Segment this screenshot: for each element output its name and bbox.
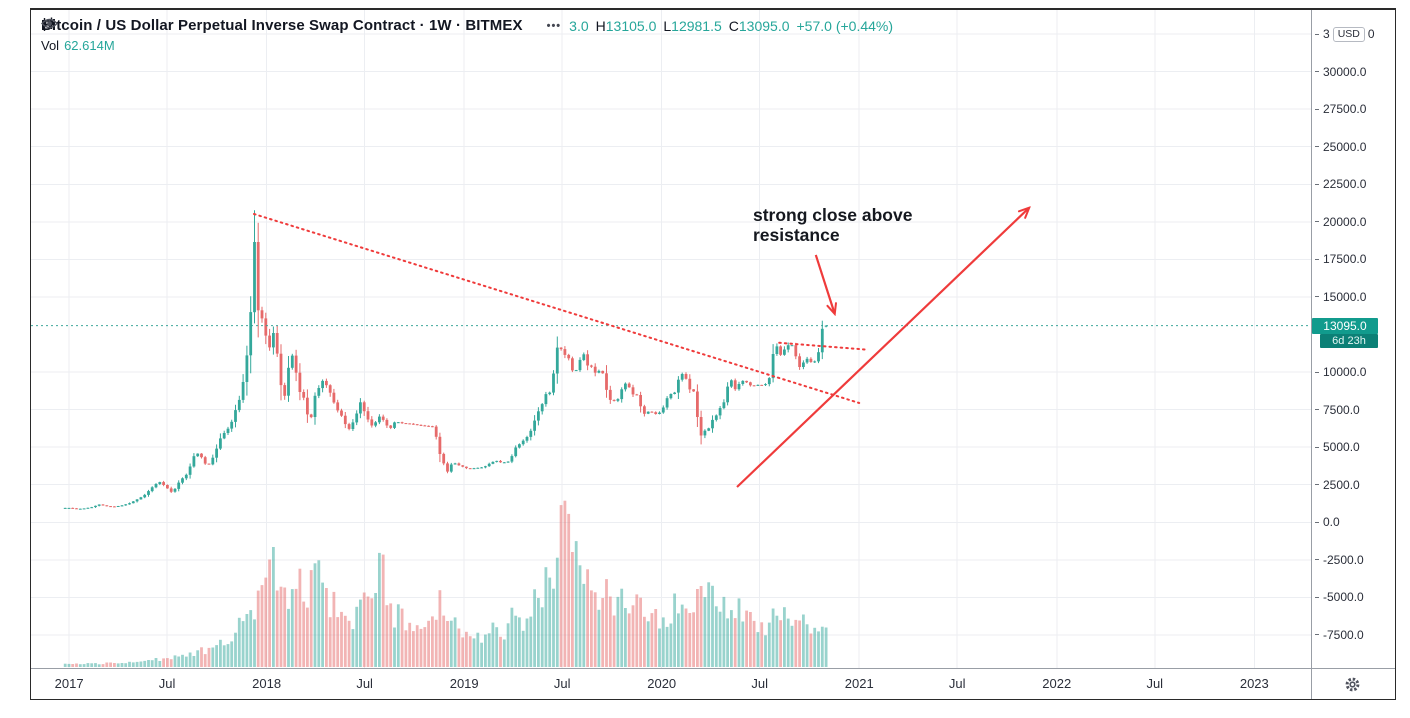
- time-tick-label: Jul: [1146, 676, 1164, 691]
- usd-currency-badge[interactable]: USD: [1332, 26, 1365, 42]
- price-tick-label: 5000.0: [1315, 440, 1360, 454]
- more-options-icon[interactable]: •••: [546, 19, 562, 32]
- price-tick-label: 10000.0: [1315, 365, 1366, 379]
- axis-corner-separator: [1311, 669, 1312, 699]
- price-tick-label: 27500.0: [1315, 102, 1366, 116]
- descending-resistance-trendline[interactable]: [253, 213, 861, 404]
- annotation-line-2: resistance: [752, 224, 840, 245]
- top-tick-suffix: 0: [1367, 27, 1375, 42]
- candles: [63, 210, 828, 510]
- high-value: 13105.0: [605, 17, 657, 34]
- trendline-drawings[interactable]: [253, 208, 1029, 488]
- volume-readout: Vol 62.614M: [41, 38, 893, 53]
- volume-key: Vol: [41, 38, 60, 53]
- time-axis[interactable]: 2017 Jul 2018 Jul 2019 Jul 2020 Jul 2021 Jul 2022 J…: [31, 668, 1395, 699]
- annotation-line-1: strong close above: [752, 204, 913, 225]
- top-tick-prefix: 3: [1323, 27, 1330, 42]
- time-tick-label: 2020: [647, 676, 677, 691]
- gridlines: [31, 10, 1311, 668]
- time-tick-label: Jul: [751, 676, 768, 691]
- time-tick-label: Jul: [948, 676, 966, 691]
- time-tick-label: 2017: [54, 676, 84, 691]
- price-chart-pane[interactable]: strong close above resistance Bitcoin / …: [31, 10, 1311, 668]
- change-value: +57.0 (+0.44%): [796, 17, 894, 34]
- time-tick-label: 2019: [449, 676, 479, 691]
- time-tick-label: Jul: [553, 676, 571, 691]
- price-tick-label: -7500.0: [1315, 628, 1364, 642]
- price-tick-top: 3 USD 0: [1315, 26, 1375, 42]
- last-price-label: 13095.0: [1312, 317, 1378, 334]
- price-tick-label: 0.0: [1315, 515, 1340, 529]
- time-tick-label: 2021: [844, 676, 874, 691]
- close-value: 13095.0: [738, 17, 790, 34]
- open-value: 3.0: [569, 17, 589, 34]
- bar-countdown-label: 6d 23h: [1320, 334, 1378, 349]
- time-tick-label: 2018: [252, 676, 282, 691]
- price-tick-label: 30000.0: [1315, 65, 1366, 79]
- settings-gear-icon[interactable]: [1343, 675, 1361, 693]
- price-tick-label: 25000.0: [1315, 140, 1366, 154]
- candlestick-chart[interactable]: [31, 10, 1311, 668]
- time-tick-label: 2023: [1239, 676, 1269, 691]
- low-value: 12981.5: [671, 17, 722, 34]
- price-tick-label: -5000.0: [1315, 590, 1364, 604]
- bullish-trend-arrow[interactable]: [736, 208, 1029, 488]
- time-tick-label: 2022: [1042, 676, 1072, 691]
- annotation-text[interactable]: strong close above resistance: [753, 205, 913, 245]
- chart-widget: strong close above resistance Bitcoin / …: [30, 8, 1396, 700]
- high-key: H: [595, 17, 606, 34]
- price-tick-label: 20000.0: [1315, 215, 1366, 229]
- price-tick-label: 17500.0: [1315, 252, 1366, 266]
- symbol-title[interactable]: Bitcoin / US Dollar Perpetual Inverse Sw…: [41, 17, 523, 34]
- price-tick-label: 7500.0: [1315, 403, 1360, 417]
- callout-arrow[interactable]: [814, 254, 835, 314]
- price-tick-label: -2500.0: [1315, 553, 1364, 567]
- price-tick-label: 15000.0: [1315, 290, 1366, 304]
- low-key: L: [663, 17, 672, 34]
- time-tick-label: Jul: [158, 676, 176, 691]
- price-tick-label: 2500.0: [1315, 478, 1360, 492]
- volume-value: 62.614M: [64, 38, 115, 53]
- close-key: C: [728, 17, 739, 34]
- volume-bars: [63, 500, 828, 667]
- local-resistance-trendline[interactable]: [778, 341, 867, 351]
- ohlc-readout: 3.0 H13105.0 L12981.5 C13095.0 +57.0 (+0…: [569, 18, 893, 34]
- price-axis[interactable]: 3 USD 0 13095.0 6d 23h 30000.0 27500.0 250…: [1311, 10, 1395, 668]
- price-tick-label: 22500.0: [1315, 177, 1366, 191]
- time-tick-label: Jul: [356, 676, 373, 691]
- chart-legend: Bitcoin / US Dollar Perpetual Inverse Sw…: [41, 17, 893, 53]
